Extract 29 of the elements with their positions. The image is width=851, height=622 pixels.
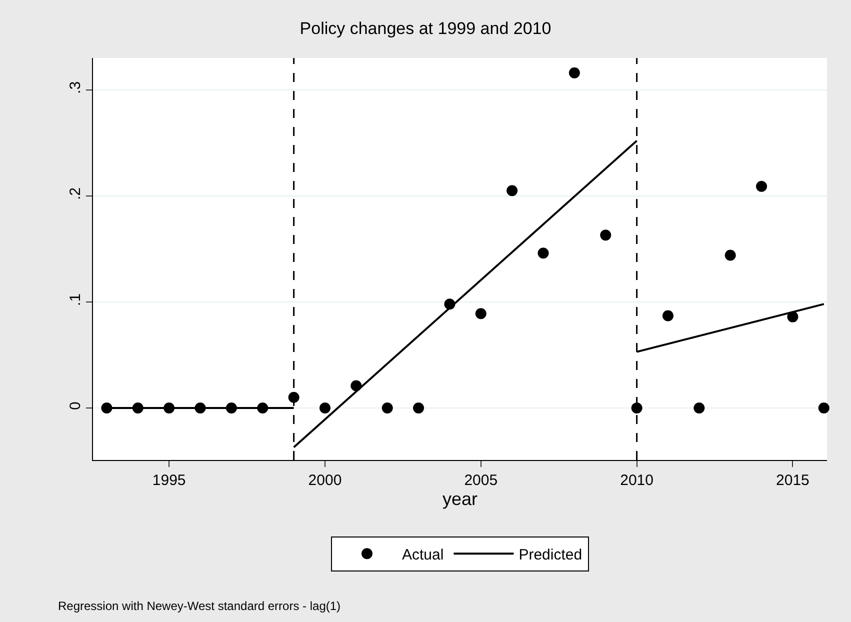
y-tick-label: .2 bbox=[67, 187, 84, 200]
legend-label: Actual bbox=[402, 546, 444, 564]
x-tick-label: 2015 bbox=[776, 472, 810, 489]
y-tick-label: 0 bbox=[67, 402, 84, 410]
point bbox=[662, 310, 674, 322]
point bbox=[568, 67, 580, 78]
point bbox=[631, 402, 642, 414]
point bbox=[506, 185, 518, 196]
point bbox=[724, 250, 736, 261]
x-tick-label: 2010 bbox=[620, 472, 654, 489]
point bbox=[694, 402, 705, 414]
point bbox=[756, 180, 768, 192]
text: Regression with Newey-West standard errors - lag(1) bbox=[58, 599, 341, 613]
legend-label: Predicted bbox=[518, 546, 582, 564]
x-tick-label: 1995 bbox=[152, 472, 186, 489]
x-tick-label: 2005 bbox=[464, 472, 498, 489]
x-tick-label: 2000 bbox=[308, 472, 342, 489]
y-tick-label: .1 bbox=[67, 293, 84, 306]
point bbox=[382, 402, 393, 414]
point bbox=[288, 392, 300, 403]
y-tick-label: .3 bbox=[67, 81, 84, 94]
point bbox=[413, 402, 424, 414]
point bbox=[818, 402, 830, 414]
point bbox=[538, 248, 549, 259]
point bbox=[600, 230, 612, 241]
point bbox=[319, 402, 330, 414]
point bbox=[475, 308, 486, 320]
x-axis-title: year bbox=[442, 489, 478, 509]
chart-title: Policy changes at 1999 and 2010 bbox=[300, 18, 552, 38]
